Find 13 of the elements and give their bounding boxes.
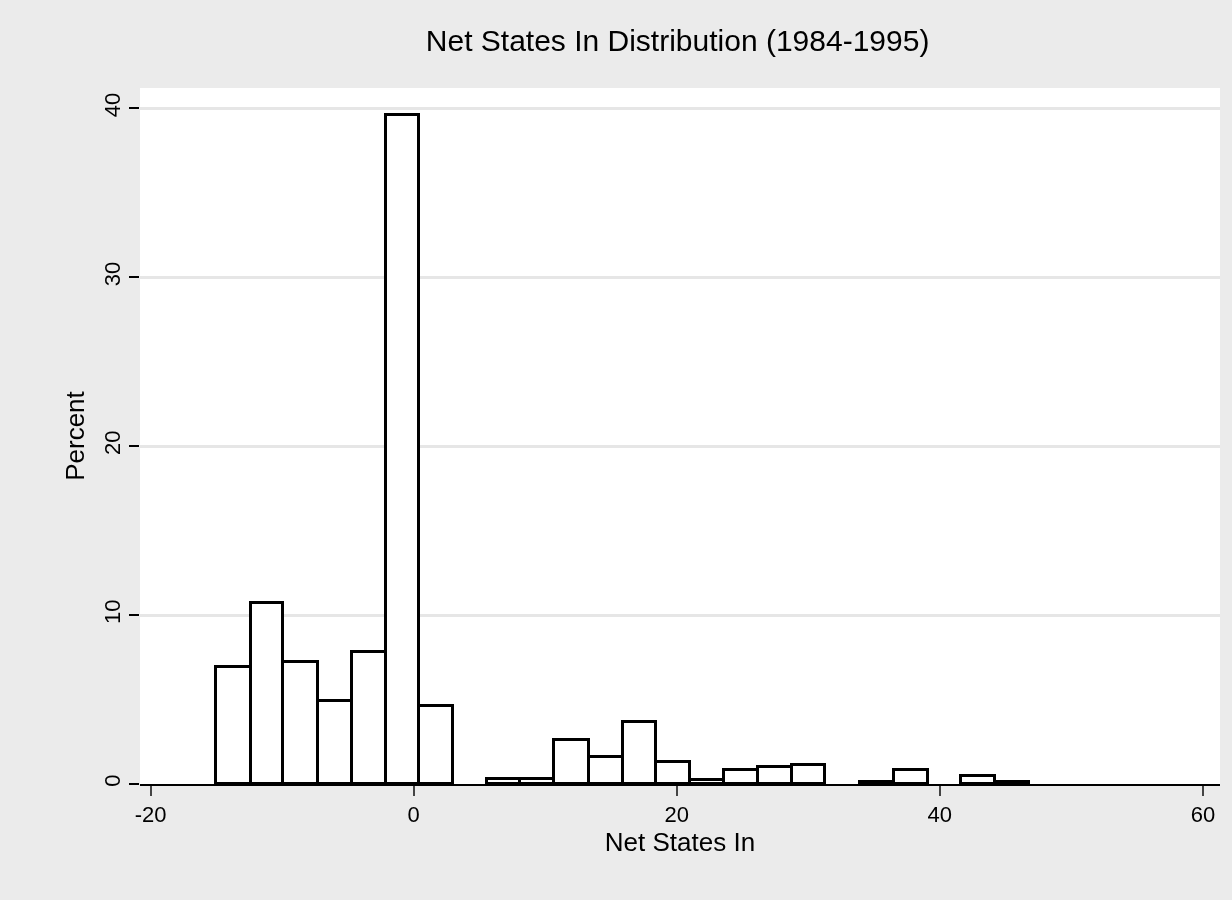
x-tick-label: 0 [407, 802, 420, 828]
chart-title: Net States In Distribution (1984-1995) [425, 24, 930, 57]
y-tick-label: 30 [100, 261, 126, 287]
x-axis-title: Net States In [604, 827, 756, 858]
y-tick-label: 20 [100, 430, 126, 456]
y-tick-label: 10 [100, 599, 126, 625]
y-tick-label: 40 [100, 92, 126, 118]
x-tick-label: -20 [134, 802, 167, 828]
y-axis-title: Percent [59, 390, 90, 481]
x-tick-label: 60 [1190, 802, 1216, 828]
x-tick-label: 40 [927, 802, 953, 828]
y-tick-label: 0 [100, 774, 126, 787]
x-tick-label: 20 [664, 802, 689, 828]
